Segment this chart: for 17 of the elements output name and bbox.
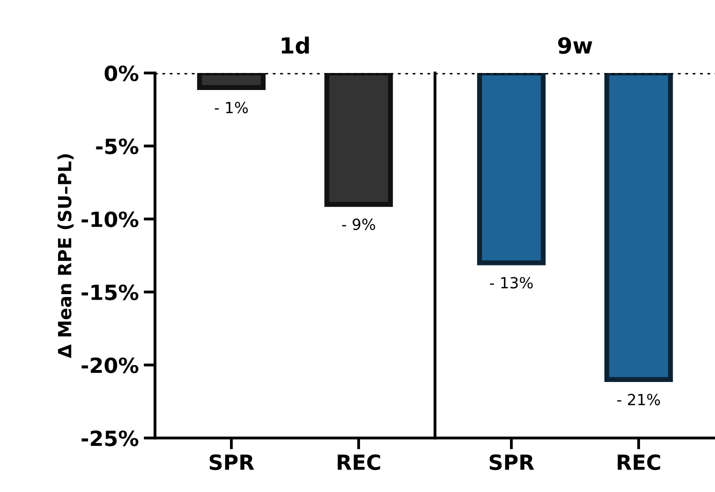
data-label: - 13% [490,276,533,289]
x-tick-label: SPR [490,454,534,470]
chart-title: 9w [558,37,592,54]
data-label: - 21% [617,394,660,406]
y-tick-label: -5% [96,138,138,154]
y-tick-label: -20% [82,357,138,374]
x-tick-label: SPR [210,454,254,470]
data-label: - 1% [214,102,248,114]
chart-title: 1d [282,36,309,54]
y-tick-label: -25% [82,430,138,446]
y-tick-label: -15% [82,284,138,300]
y-axis-title: Δ Mean RPE (SU–PL) [58,154,74,358]
x-tick-label: REC [338,454,380,470]
y-tick-label: -10% [82,211,138,228]
data-label: - 9% [342,218,376,230]
x-tick-label: REC [618,454,660,470]
y-tick-label: 0% [104,65,138,82]
